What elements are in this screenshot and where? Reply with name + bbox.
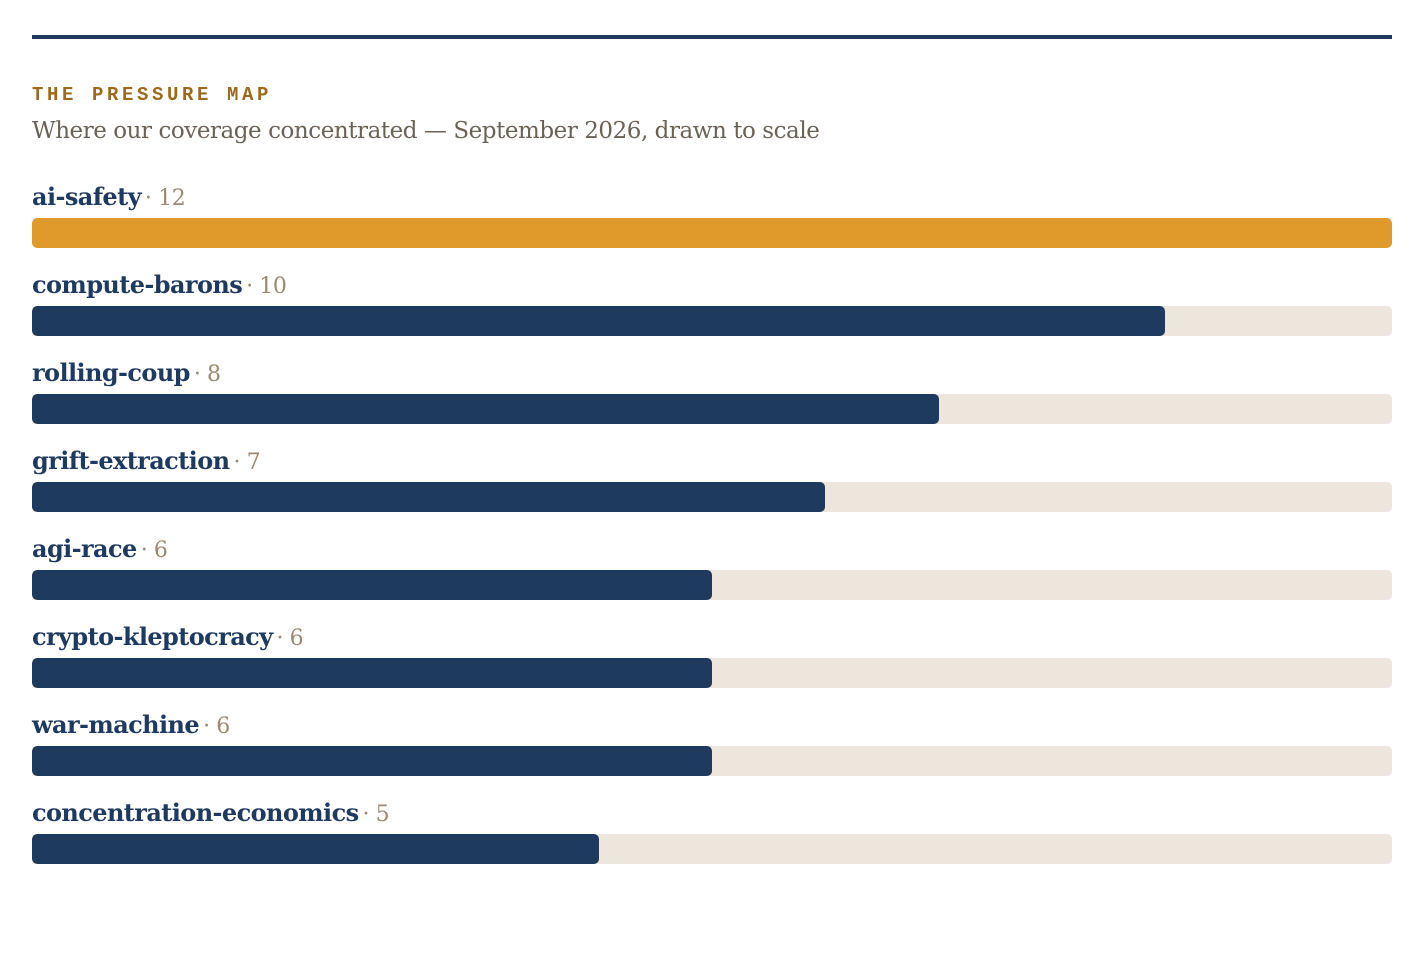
chart-subtitle: Where our coverage concentrated — Septem… xyxy=(32,118,820,144)
category-label: rolling-coup xyxy=(32,358,190,387)
bar-track xyxy=(32,482,1392,512)
bar-label: crypto-kleptocracy · 6 xyxy=(32,620,304,657)
bar-row-compute-barons: compute-barons · 10 xyxy=(32,266,1392,354)
category-label: agi-race xyxy=(32,534,137,563)
bar-track xyxy=(32,570,1392,600)
bar-track xyxy=(32,394,1392,424)
bar-fill xyxy=(32,658,712,688)
bar-row-agi-race: agi-race · 6 xyxy=(32,530,1392,618)
category-label: crypto-kleptocracy xyxy=(32,622,273,651)
bar-label: rolling-coup · 8 xyxy=(32,356,221,393)
bar-fill xyxy=(32,394,939,424)
category-label: grift-extraction xyxy=(32,446,230,475)
value-label: · 12 xyxy=(144,186,186,211)
chart-kicker: THE PRESSURE MAP xyxy=(32,84,273,106)
bar-row-grift-extraction: grift-extraction · 7 xyxy=(32,442,1392,530)
bar-track xyxy=(32,218,1392,248)
category-label: compute-barons xyxy=(32,270,243,299)
bar-track xyxy=(32,306,1392,336)
bar-label: agi-race · 6 xyxy=(32,532,168,569)
bar-label: concentration-economics · 5 xyxy=(32,796,390,833)
bar-label: grift-extraction · 7 xyxy=(32,444,261,481)
bar-row-concentration-economics: concentration-economics · 5 xyxy=(32,794,1392,882)
bar-track xyxy=(32,834,1392,864)
value-label: · 7 xyxy=(233,450,261,475)
bar-row-war-machine: war-machine · 6 xyxy=(32,706,1392,794)
bar-row-rolling-coup: rolling-coup · 8 xyxy=(32,354,1392,442)
bar-fill xyxy=(32,306,1165,336)
bar-label: war-machine · 6 xyxy=(32,708,230,745)
bar-fill xyxy=(32,218,1392,248)
bar-fill xyxy=(32,746,712,776)
value-label: · 6 xyxy=(276,626,304,651)
bar-track xyxy=(32,658,1392,688)
value-label: · 8 xyxy=(193,362,221,387)
bar-label: compute-barons · 10 xyxy=(32,268,287,305)
bar-fill xyxy=(32,834,599,864)
bar-row-ai-safety: ai-safety · 12 xyxy=(32,178,1392,266)
value-label: · 6 xyxy=(203,714,230,739)
bar-fill xyxy=(32,482,825,512)
bar-fill xyxy=(32,570,712,600)
value-label: · 6 xyxy=(140,538,168,563)
bar-track xyxy=(32,746,1392,776)
category-label: concentration-economics xyxy=(32,798,359,827)
value-label: · 10 xyxy=(246,274,287,299)
value-label: · 5 xyxy=(362,802,390,827)
category-label: ai-safety xyxy=(32,182,142,211)
category-label: war-machine xyxy=(32,710,200,739)
top-rule xyxy=(32,35,1392,39)
bar-label: ai-safety · 12 xyxy=(32,180,186,217)
bar-row-crypto-kleptocracy: crypto-kleptocracy · 6 xyxy=(32,618,1392,706)
bar-list: ai-safety · 12 compute-barons · 10 rolling-c… xyxy=(32,178,1392,882)
